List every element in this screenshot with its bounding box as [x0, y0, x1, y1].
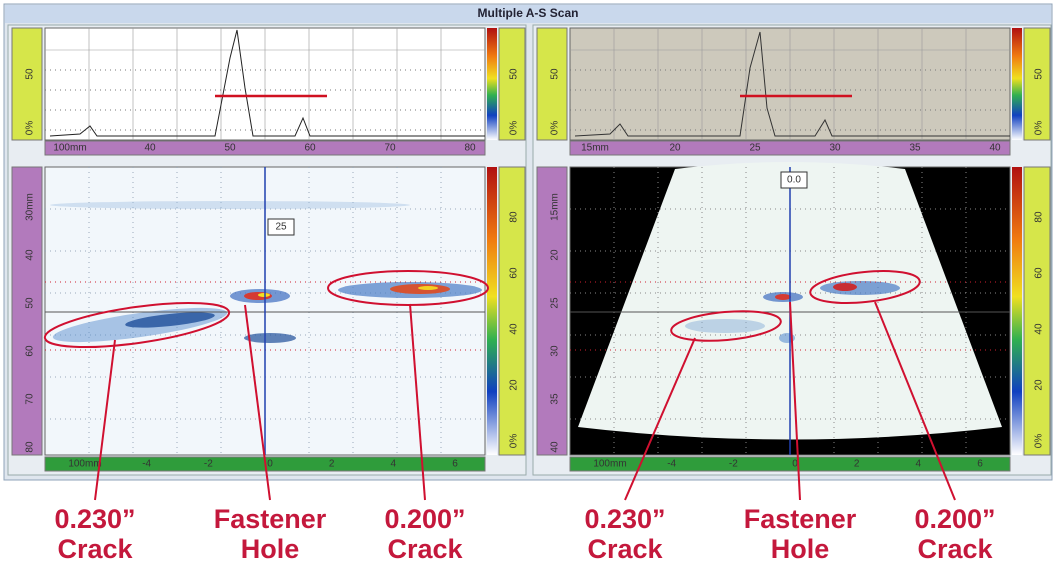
color-bar [487, 28, 497, 140]
screenshot: Multiple A-S Scan 50500%0%100mm405060708… [0, 0, 1056, 568]
annotation-label: Hole [241, 534, 300, 564]
annotation-value: 0.230” [584, 504, 665, 534]
annotation-label: Crack [587, 534, 663, 564]
color-bar [1012, 167, 1022, 455]
depth-label: 30mm [25, 193, 36, 221]
echo [820, 281, 900, 295]
axis-label: -2 [729, 459, 738, 470]
cursor-label: 0.0 [787, 175, 801, 186]
echo [685, 319, 765, 333]
axis-label: 20 [669, 143, 681, 154]
axis-label: 25 [749, 143, 761, 154]
echo [244, 333, 296, 343]
axis-label: 15mm [581, 143, 609, 154]
depth-label: 40 [25, 249, 36, 261]
depth-label: 50 [25, 297, 36, 309]
scale-label: 40 [509, 323, 520, 335]
annotation-label: Hole [771, 534, 830, 564]
depth-label: 30 [550, 345, 561, 357]
depth-label: 60 [25, 345, 36, 357]
axis-label: 50 [224, 143, 236, 154]
axis-label: 100mm [593, 459, 626, 470]
color-bar [1012, 28, 1022, 140]
ascan-axis [570, 141, 1010, 155]
axis-label: 100mm [68, 459, 101, 470]
amp-label: 50 [509, 68, 520, 80]
depth-label: 80 [25, 441, 36, 453]
axis-label: 2 [329, 459, 335, 470]
echo [775, 294, 791, 300]
cursor-label: 25 [275, 222, 287, 233]
amp-label: 50 [1034, 68, 1045, 80]
amp-label: 0% [1034, 121, 1045, 136]
axis-label: 40 [989, 143, 1001, 154]
scale-label: 40 [1034, 323, 1045, 335]
amp-label: 0% [550, 121, 561, 136]
axis-label: 80 [464, 143, 476, 154]
axis-label: -4 [142, 459, 151, 470]
amp-label: 0% [509, 121, 520, 136]
annotation-value: 0.200” [914, 504, 995, 534]
scale-label: 80 [509, 211, 520, 223]
echo [833, 283, 857, 291]
axis-label: 0 [267, 459, 273, 470]
echo [258, 293, 270, 297]
scale-label: 60 [509, 267, 520, 279]
echo [418, 286, 438, 290]
annotation-label: Crack [917, 534, 993, 564]
ascan-axis [45, 141, 485, 155]
depth-label: 15mm [550, 193, 561, 221]
axis-label: 6 [452, 459, 458, 470]
axis-label: -4 [667, 459, 676, 470]
axis-label: -2 [204, 459, 213, 470]
annotation-value: 0.200” [384, 504, 465, 534]
depth-label: 70 [25, 393, 36, 405]
annotation-label: Crack [57, 534, 133, 564]
axis-label: 30 [829, 143, 841, 154]
axis-label: 100mm [53, 143, 86, 154]
scale-label: 0% [1034, 434, 1045, 449]
axis-label: 6 [977, 459, 983, 470]
axis-label: 2 [854, 459, 860, 470]
axis-label: 35 [909, 143, 921, 154]
amp-label: 50 [550, 68, 561, 80]
annotation-value: 0.230” [54, 504, 135, 534]
annotation-label: Crack [387, 534, 463, 564]
amp-label: 50 [25, 68, 36, 80]
annotation-value: Fastener [744, 504, 857, 534]
axis-label: 4 [391, 459, 397, 470]
depth-label: 35 [550, 393, 561, 405]
depth-label: 20 [550, 249, 561, 261]
echo [50, 201, 410, 209]
scale-strip [499, 167, 525, 455]
scale-strip [1024, 167, 1050, 455]
scale-label: 60 [1034, 267, 1045, 279]
axis-label: 60 [304, 143, 316, 154]
window-title: Multiple A-S Scan [478, 6, 579, 20]
axis-label: 40 [144, 143, 156, 154]
scale-label: 20 [509, 379, 520, 391]
color-bar [487, 167, 497, 455]
axis-label: 4 [916, 459, 922, 470]
axis-label: 70 [384, 143, 396, 154]
scale-label: 20 [1034, 379, 1045, 391]
depth-label: 40 [550, 441, 561, 453]
scale-label: 0% [509, 434, 520, 449]
sscan-axis [570, 457, 1010, 471]
annotation-value: Fastener [214, 504, 327, 534]
amp-label: 0% [25, 121, 36, 136]
depth-label: 25 [550, 297, 561, 309]
scale-label: 80 [1034, 211, 1045, 223]
